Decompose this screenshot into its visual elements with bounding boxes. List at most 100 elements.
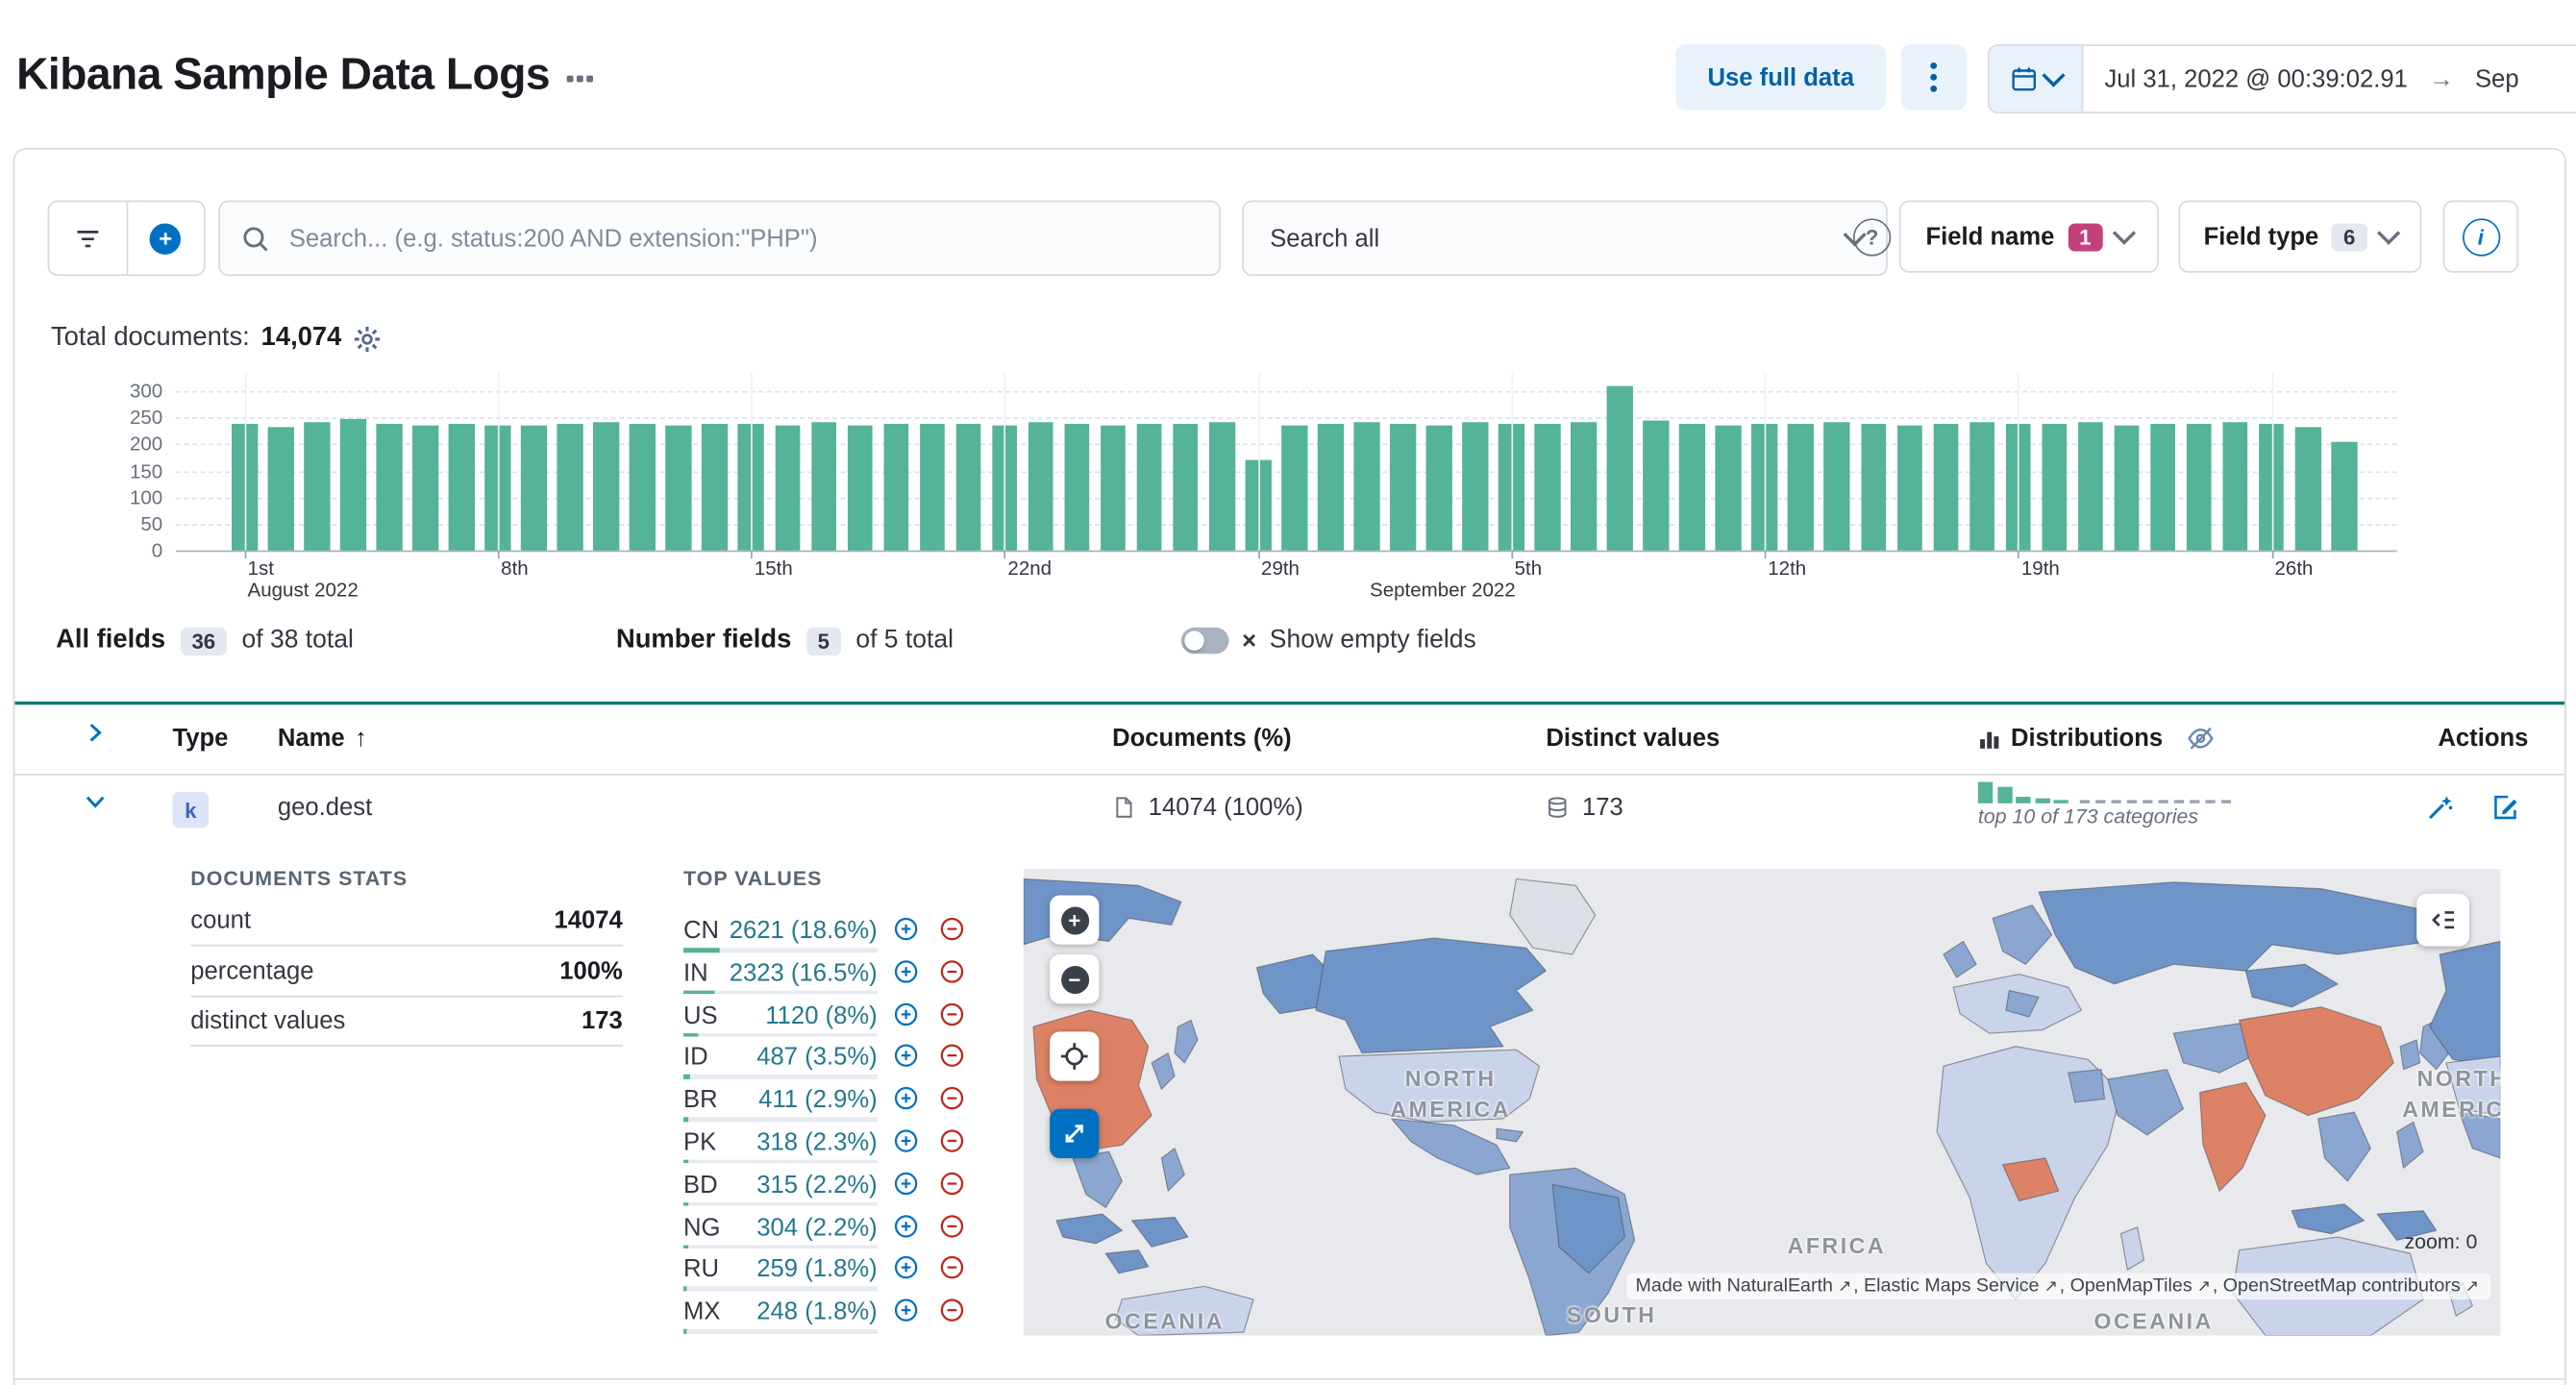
chart-bar[interactable] — [1028, 422, 1054, 551]
chart-bar[interactable] — [1064, 424, 1090, 551]
chart-bar[interactable] — [1679, 424, 1706, 551]
chart-bar[interactable] — [1173, 424, 1199, 551]
map-legend-toggle-button[interactable] — [2416, 893, 2469, 947]
chart-bar[interactable] — [665, 425, 692, 551]
chart-bar[interactable] — [630, 424, 656, 551]
date-end[interactable]: Sep — [2474, 64, 2519, 93]
chart-bar[interactable] — [919, 424, 946, 551]
chart-bar[interactable] — [1534, 424, 1561, 551]
filter-fields-button[interactable] — [49, 202, 128, 275]
filter-for-value-button[interactable] — [892, 1213, 918, 1239]
help-button[interactable]: ? — [1852, 218, 1892, 257]
chart-bar[interactable] — [1208, 422, 1235, 551]
map-expand-button[interactable] — [1050, 1108, 1100, 1158]
filter-for-value-button[interactable] — [892, 917, 918, 943]
filter-out-value-button[interactable] — [938, 959, 964, 985]
field-name-filter-button[interactable]: Field name 1 — [1898, 200, 2159, 273]
map-zoom-in-button[interactable]: + — [1050, 895, 1100, 945]
chart-bar[interactable] — [1136, 423, 1163, 551]
edit-field-action-button[interactable] — [2492, 794, 2520, 822]
chart-bar[interactable] — [448, 423, 475, 551]
chart-bar[interactable] — [1607, 385, 1633, 551]
table-row-geo-dest[interactable]: k geo.dest 14074 (100%) 173 — [14, 774, 2564, 846]
chart-bar[interactable] — [267, 427, 294, 551]
chart-bar[interactable] — [2222, 422, 2248, 551]
attribution-link[interactable]: OpenStreetMap contributors — [2222, 1276, 2461, 1297]
chart-bar[interactable] — [2294, 426, 2321, 551]
chart-bar[interactable] — [2186, 424, 2213, 551]
chart-bar[interactable] — [702, 423, 729, 551]
chart-bar[interactable] — [1281, 425, 1307, 551]
chart-bar[interactable] — [955, 423, 981, 551]
col-header-documents[interactable]: Documents (%) — [1112, 724, 1292, 753]
chart-bar[interactable] — [847, 425, 873, 551]
filter-for-value-button[interactable] — [892, 1128, 918, 1154]
chart-bar[interactable] — [593, 422, 620, 551]
chart-bar[interactable] — [1317, 424, 1344, 551]
chart-bar[interactable] — [2077, 422, 2104, 551]
chart-bar[interactable] — [810, 422, 837, 551]
filter-for-value-button[interactable] — [892, 1044, 918, 1070]
chart-bar[interactable] — [1969, 422, 1995, 551]
boxes-horizontal-icon[interactable] — [566, 74, 593, 82]
date-start[interactable]: Jul 31, 2022 @ 00:39:02.91 — [2104, 64, 2408, 93]
filter-out-value-button[interactable] — [938, 1213, 964, 1239]
date-range-picker[interactable]: Jul 31, 2022 @ 00:39:02.91 → Sep — [1988, 44, 2576, 113]
search-input[interactable] — [285, 222, 1220, 255]
map-locate-button[interactable] — [1050, 1031, 1100, 1081]
chart-bar[interactable] — [339, 419, 366, 551]
chart-bar[interactable] — [1896, 425, 1922, 551]
col-header-type[interactable]: Type — [172, 724, 229, 753]
attribution-link[interactable]: Elastic Maps Service — [1864, 1276, 2040, 1297]
filter-out-value-button[interactable] — [938, 1044, 964, 1070]
info-button[interactable]: i — [2442, 200, 2519, 273]
calendar-dropdown-button[interactable] — [1989, 45, 2084, 112]
attribution-link[interactable]: OpenMapTiles — [2069, 1276, 2192, 1297]
filter-for-value-button[interactable] — [892, 1086, 918, 1112]
chart-bar[interactable] — [1716, 425, 1742, 551]
chart-bar[interactable] — [1824, 422, 1850, 551]
chart-bar[interactable] — [1860, 424, 1887, 551]
chart-bar[interactable] — [376, 424, 403, 551]
show-empty-fields-toggle[interactable]: × Show empty fields — [1180, 626, 1476, 655]
chart-bar[interactable] — [882, 424, 909, 551]
filter-for-value-button[interactable] — [892, 1255, 918, 1281]
filter-out-value-button[interactable] — [938, 917, 964, 943]
gear-icon[interactable] — [353, 325, 381, 353]
eye-slash-icon[interactable] — [2186, 725, 2214, 753]
chart-bar[interactable] — [1571, 421, 1598, 551]
collapse-row-button[interactable] — [84, 790, 107, 813]
more-actions-button[interactable] — [1900, 44, 1967, 111]
use-full-data-button[interactable]: Use full data — [1675, 44, 1887, 111]
filter-for-value-button[interactable] — [892, 1002, 918, 1027]
chart-bar[interactable] — [1390, 423, 1416, 551]
filter-out-value-button[interactable] — [938, 1002, 964, 1027]
chart-bar[interactable] — [412, 425, 438, 551]
expand-all-button[interactable] — [84, 721, 107, 744]
filter-out-value-button[interactable] — [938, 1128, 964, 1154]
filter-for-value-button[interactable] — [892, 1298, 918, 1324]
filter-out-value-button[interactable] — [938, 1171, 964, 1197]
col-header-name[interactable]: Name ↑ — [277, 724, 367, 753]
chart-bar[interactable] — [1643, 420, 1670, 551]
chart-bar[interactable] — [1932, 423, 1959, 551]
chart-bar[interactable] — [1462, 422, 1489, 551]
search-scope-select[interactable]: Search all — [1242, 200, 1888, 277]
chart-bar[interactable] — [2331, 441, 2357, 551]
filter-out-value-button[interactable] — [938, 1298, 964, 1324]
chart-bar[interactable] — [1100, 425, 1127, 551]
chart-bar[interactable] — [521, 426, 547, 551]
field-type-filter-button[interactable]: Field type 6 — [2178, 200, 2422, 273]
add-field-button[interactable]: + — [127, 202, 203, 274]
chart-bar[interactable] — [1788, 424, 1815, 551]
map-zoom-out-button[interactable]: − — [1050, 954, 1100, 1004]
chart-bar[interactable] — [1425, 425, 1452, 551]
filter-for-value-button[interactable] — [892, 1171, 918, 1197]
col-header-distributions[interactable]: Distributions — [1978, 725, 2214, 753]
col-header-distinct[interactable]: Distinct values — [1546, 724, 1721, 753]
field-stats-action-button[interactable] — [2426, 794, 2454, 822]
chart-bar[interactable] — [1353, 422, 1380, 551]
toggle-switch[interactable] — [1180, 627, 1229, 655]
filter-out-value-button[interactable] — [938, 1086, 964, 1112]
chart-bar[interactable] — [2041, 424, 2068, 551]
